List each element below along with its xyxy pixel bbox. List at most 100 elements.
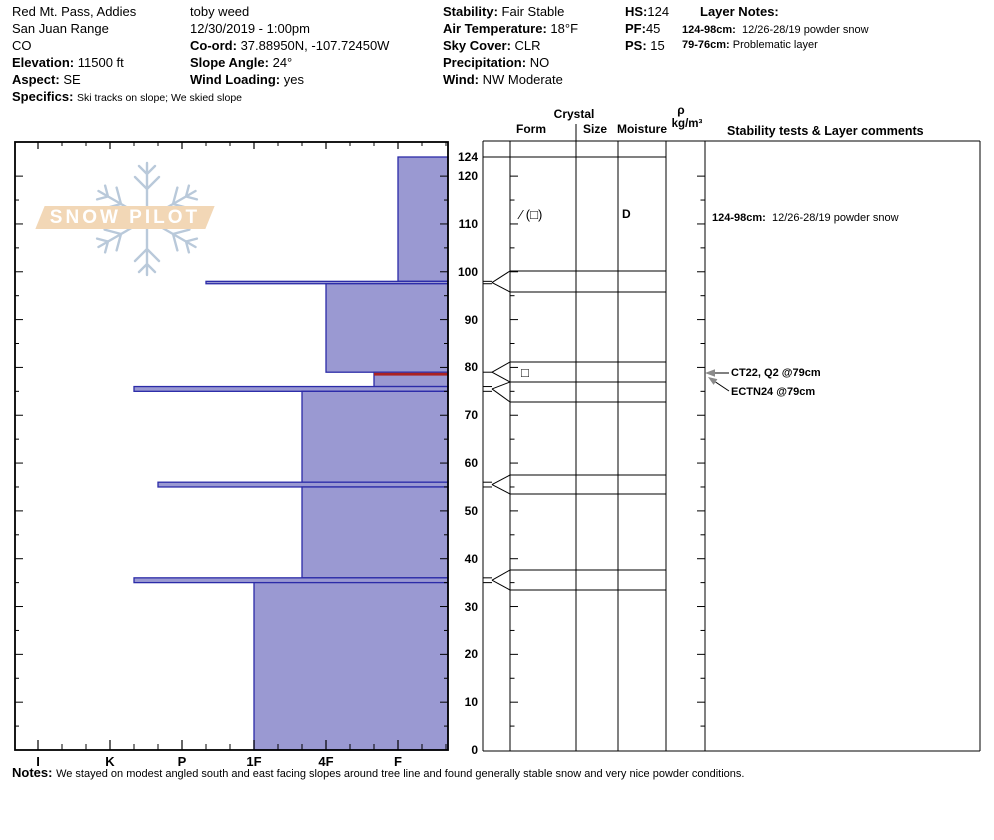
hardness-tick-label-1F: 1F <box>246 754 262 769</box>
layer-comment-range: 124-98cm: <box>712 212 766 224</box>
pf-row: PF:45 <box>625 20 669 37</box>
range-name: San Juan Range <box>12 21 109 36</box>
header-observation-block: toby weed 12/30/2019 - 1:00pm Co-ord: 37… <box>190 3 389 88</box>
stability-test-ct: CT22, Q2 @79cm <box>731 367 821 379</box>
specifics-row: Specifics: Ski tracks on slope; We skied… <box>12 88 242 107</box>
site-name: Red Mt. Pass, Addies <box>12 4 137 19</box>
snow-layer-bar <box>397 156 449 282</box>
air-temp-label: Air Temperature: <box>443 21 547 36</box>
snow-layer-bar <box>373 371 449 388</box>
hardness-tick-label-K: K <box>105 754 115 769</box>
snow-layer-bar <box>253 581 449 751</box>
depth-tick-label-70: 70 <box>464 408 478 423</box>
elevation-value: 11500 ft <box>77 55 124 70</box>
pf-label: PF: <box>625 21 646 36</box>
depth-tick-label-0: 0 <box>471 743 478 757</box>
stability-label: Stability: <box>443 4 498 19</box>
coord-value: 37.88950N, -107.72450W <box>240 38 390 53</box>
specifics-value: Ski tracks on slope; We skied slope <box>77 92 243 104</box>
aspect-value: SE <box>63 72 81 87</box>
hardness-tick-label-P: P <box>177 754 187 769</box>
stability-value: Fair Stable <box>501 4 565 19</box>
problematic-layer-line <box>374 372 448 376</box>
notes-row: Notes: We stayed on modest angled south … <box>12 765 744 780</box>
hardness-tick-label-4F: 4F <box>318 754 334 769</box>
header-weather-block: Stability: Fair Stable Air Temperature: … <box>443 3 578 88</box>
wind-label: Wind: <box>443 72 479 87</box>
sky-cover-label: Sky Cover: <box>443 38 511 53</box>
specifics-label: Specifics: <box>12 89 74 104</box>
depth-tick-label-10: 10 <box>464 695 478 710</box>
layer-note-1-text: 12/26-28/19 powder snow <box>741 24 869 36</box>
snow-layer-bar <box>133 577 449 584</box>
ps-label: PS: <box>625 38 647 53</box>
ps-value: 15 <box>650 38 665 53</box>
layer-note-2: 79-76cm: Problematic layer <box>682 38 869 53</box>
layer-notes-block: Layer Notes: 124-98cm: 12/26-28/19 powde… <box>682 3 869 53</box>
ps-row: PS: 15 <box>625 37 669 54</box>
air-temp-row: Air Temperature: 18°F <box>443 20 578 37</box>
stability-test-ect: ECTN24 @79cm <box>731 386 816 398</box>
sky-cover-value: CLR <box>514 38 541 53</box>
snowpilot-logo-banner: SNOW PILOT <box>35 206 215 229</box>
slope-angle-label: Slope Angle: <box>190 55 269 70</box>
air-temp-value: 18°F <box>550 21 579 36</box>
notes-label: Notes: <box>12 765 53 780</box>
wind-loading-label: Wind Loading: <box>190 72 281 87</box>
hs-value: 124 <box>647 4 670 19</box>
snow-layer-bar <box>157 481 449 488</box>
depth-tick-label-40: 40 <box>464 551 478 566</box>
aspect-row: Aspect: SE <box>12 71 242 88</box>
depth-tick-label-20: 20 <box>464 647 478 662</box>
form-header: Form <box>516 122 546 136</box>
snow-layer-bar <box>325 283 449 373</box>
moisture-symbol-top-layer: D <box>622 207 631 221</box>
header-hs-block: HS:124 PF:45 PS: 15 <box>625 3 669 54</box>
moisture-header: Moisture <box>616 122 667 136</box>
layer-notes-title: Layer Notes: <box>700 3 869 20</box>
precip-row: Precipitation: NO <box>443 54 578 71</box>
notes-text: We stayed on modest angled south and eas… <box>56 768 745 780</box>
observer: toby weed <box>190 4 250 19</box>
layer-notes-title-text: Layer Notes: <box>700 4 779 19</box>
precip-label: Precipitation: <box>443 55 527 70</box>
hs-row: HS:124 <box>625 3 669 20</box>
wind-value: NW Moderate <box>482 72 563 87</box>
pf-value: 45 <box>645 21 661 36</box>
layer-note-1: 124-98cm: 12/26-28/19 powder snow <box>682 23 869 38</box>
depth-tick-label-110: 110 <box>458 216 478 231</box>
elevation-row: Elevation: 11500 ft <box>12 54 242 71</box>
stability-comments-header: Stability tests & Layer comments <box>727 124 924 138</box>
depth-tick-label-120: 120 <box>457 169 478 184</box>
precip-value: NO <box>529 55 550 70</box>
layer-note-1-range: 124-98cm: <box>682 24 736 36</box>
hs-label: HS: <box>625 4 648 19</box>
header-location-block: Red Mt. Pass, Addies San Juan Range CO E… <box>12 3 242 107</box>
wind-loading-value: yes <box>283 72 304 87</box>
grain-form-symbol-problem-layer: □ <box>521 365 529 380</box>
depth-tick-label-60: 60 <box>464 456 478 471</box>
crystal-header: Crystal <box>553 107 595 121</box>
snow-layer-bar <box>133 385 449 392</box>
hardness-tick-label-I: I <box>36 754 40 769</box>
depth-tick-label-90: 90 <box>464 312 478 327</box>
depth-tick-label-80: 80 <box>464 360 478 375</box>
snow-layer-bar <box>205 280 449 285</box>
aspect-label: Aspect: <box>12 72 60 87</box>
slope-angle-row: Slope Angle: 24° <box>190 54 389 71</box>
wind-loading-row: Wind Loading: yes <box>190 71 389 88</box>
coord-label: Co-ord: <box>190 38 237 53</box>
grain-form-symbol-top-layer: ∕ (□) <box>520 207 543 222</box>
snowpilot-logo-text: SNOW PILOT <box>49 206 201 228</box>
layer-comment-text: 12/26-28/19 powder snow <box>771 212 899 224</box>
stability-row: Stability: Fair Stable <box>443 3 578 20</box>
elevation-label: Elevation: <box>12 55 75 70</box>
sky-cover-row: Sky Cover: CLR <box>443 37 578 54</box>
snow-layer-bar <box>301 486 449 579</box>
layer-note-2-range: 79-76cm: <box>682 39 730 51</box>
hardness-tick-label-F: F <box>394 754 402 769</box>
depth-tick-label-30: 30 <box>464 599 478 614</box>
size-header: Size <box>582 122 607 136</box>
layer-note-2-text: Problematic layer <box>732 39 818 51</box>
